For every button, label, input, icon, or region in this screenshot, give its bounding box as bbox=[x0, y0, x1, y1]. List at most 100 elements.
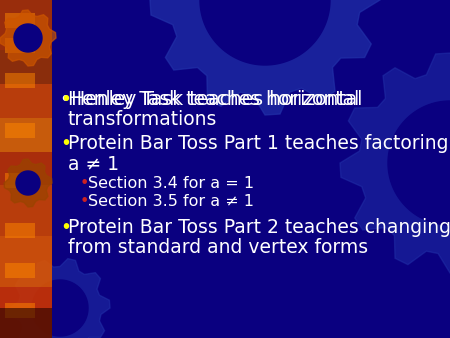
Bar bbox=[0, 28, 52, 29]
Bar bbox=[0, 306, 52, 307]
Bar bbox=[0, 125, 52, 126]
Bar bbox=[0, 9, 52, 10]
Bar bbox=[0, 182, 52, 183]
Bar bbox=[0, 232, 52, 233]
Bar bbox=[0, 123, 52, 124]
Bar bbox=[0, 115, 52, 116]
Bar bbox=[0, 256, 52, 257]
Bar bbox=[0, 336, 52, 337]
Bar bbox=[0, 94, 52, 95]
Bar bbox=[0, 175, 52, 176]
Bar bbox=[0, 148, 52, 149]
Text: •: • bbox=[80, 194, 90, 209]
Bar bbox=[0, 105, 52, 106]
Bar bbox=[0, 152, 52, 153]
Bar bbox=[0, 271, 52, 272]
Bar bbox=[0, 196, 52, 197]
Bar bbox=[0, 33, 52, 34]
Bar bbox=[0, 160, 52, 161]
Bar bbox=[0, 310, 52, 311]
Bar bbox=[0, 131, 52, 132]
Bar bbox=[0, 99, 52, 100]
Bar bbox=[0, 291, 52, 292]
Bar bbox=[0, 205, 52, 206]
Bar bbox=[0, 198, 52, 199]
Bar bbox=[0, 224, 52, 225]
Bar bbox=[0, 150, 52, 151]
Bar bbox=[0, 63, 52, 64]
Bar bbox=[0, 97, 52, 98]
Text: Protein Bar Toss Part 1 teaches factoring if: Protein Bar Toss Part 1 teaches factorin… bbox=[68, 134, 450, 153]
Bar bbox=[0, 330, 52, 331]
Bar bbox=[0, 39, 52, 40]
Bar bbox=[0, 295, 52, 296]
Bar bbox=[0, 210, 52, 211]
Bar bbox=[0, 141, 52, 142]
Bar bbox=[0, 316, 52, 317]
Bar bbox=[0, 249, 52, 250]
Bar bbox=[5, 38, 35, 53]
Bar bbox=[0, 236, 52, 237]
Bar bbox=[0, 317, 52, 318]
Bar bbox=[0, 40, 52, 41]
Bar bbox=[0, 335, 52, 336]
Bar bbox=[0, 143, 52, 144]
Bar bbox=[0, 282, 52, 283]
Bar bbox=[0, 223, 52, 224]
Bar bbox=[0, 84, 52, 85]
Text: from standard and vertex forms: from standard and vertex forms bbox=[68, 238, 368, 257]
Bar bbox=[0, 43, 52, 44]
Bar bbox=[0, 135, 52, 136]
Bar bbox=[0, 3, 52, 4]
Bar bbox=[0, 76, 52, 77]
Bar bbox=[0, 238, 52, 239]
Bar bbox=[0, 284, 52, 285]
Bar bbox=[0, 133, 52, 134]
Bar bbox=[0, 308, 52, 338]
Bar bbox=[5, 73, 35, 88]
Polygon shape bbox=[0, 10, 56, 66]
Bar bbox=[0, 70, 52, 71]
Bar bbox=[0, 151, 52, 152]
Bar bbox=[0, 71, 52, 72]
Bar bbox=[0, 149, 52, 150]
Bar bbox=[0, 51, 52, 52]
Bar bbox=[0, 68, 52, 69]
Bar bbox=[0, 130, 52, 131]
Bar bbox=[0, 314, 52, 315]
Bar bbox=[0, 277, 52, 278]
Bar bbox=[0, 162, 52, 163]
Bar bbox=[0, 13, 52, 14]
Bar bbox=[0, 260, 52, 261]
Bar bbox=[0, 58, 52, 59]
Bar bbox=[0, 177, 52, 178]
Bar bbox=[0, 12, 52, 13]
Bar bbox=[0, 36, 52, 37]
Bar bbox=[0, 185, 52, 186]
Bar bbox=[0, 266, 52, 267]
Bar bbox=[0, 293, 52, 294]
Bar bbox=[0, 167, 52, 168]
Bar bbox=[0, 276, 52, 277]
Bar bbox=[0, 204, 52, 205]
Bar bbox=[0, 208, 52, 209]
Bar bbox=[0, 41, 52, 42]
Bar bbox=[0, 337, 52, 338]
Bar bbox=[0, 156, 52, 157]
Bar bbox=[0, 181, 52, 182]
Bar bbox=[0, 253, 52, 254]
Bar bbox=[0, 267, 52, 268]
Bar bbox=[0, 104, 52, 105]
Bar bbox=[0, 288, 52, 289]
Bar bbox=[0, 72, 52, 73]
Polygon shape bbox=[14, 24, 42, 52]
Bar bbox=[0, 247, 52, 248]
Bar bbox=[0, 93, 52, 94]
Polygon shape bbox=[4, 159, 52, 207]
Bar bbox=[0, 250, 52, 251]
Polygon shape bbox=[200, 0, 330, 65]
Bar bbox=[0, 261, 52, 262]
Bar bbox=[0, 233, 52, 234]
Bar bbox=[0, 280, 52, 281]
Bar bbox=[0, 303, 52, 304]
